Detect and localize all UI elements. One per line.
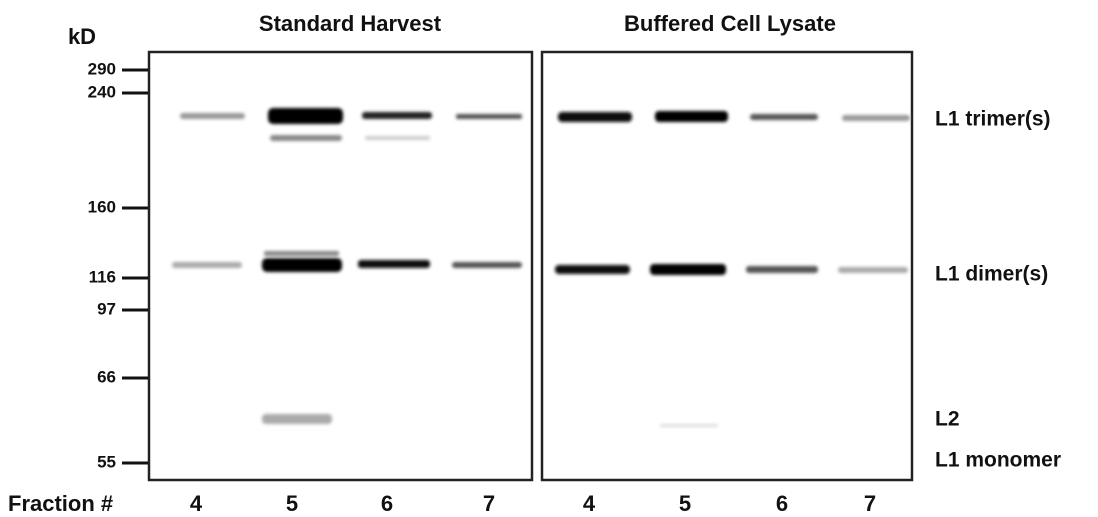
marker-label: 66 — [97, 367, 116, 386]
fraction-label: 4 — [190, 491, 203, 516]
fraction-label: 7 — [864, 491, 876, 516]
marker-label: 97 — [97, 299, 116, 318]
panel-title: Standard Harvest — [259, 11, 442, 36]
marker-ticks — [122, 68, 148, 465]
band-label: L1 dimer(s) — [935, 263, 1048, 286]
fraction-heading: Fraction # — [8, 491, 113, 516]
marker-label: 240 — [88, 82, 116, 101]
band-label: L1 monomer — [935, 449, 1061, 472]
band-label: L1 trimer(s) — [935, 108, 1051, 131]
bands — [172, 108, 910, 427]
marker-label: 160 — [88, 197, 116, 216]
band-label: L2 — [935, 408, 960, 431]
marker-label: 55 — [97, 452, 116, 471]
marker-label: 290 — [88, 59, 116, 78]
fraction-label: 7 — [483, 491, 495, 516]
panel-title: Buffered Cell Lysate — [624, 11, 836, 36]
fraction-label: 6 — [381, 491, 393, 516]
fraction-label: 4 — [583, 491, 596, 516]
fraction-label: 5 — [286, 491, 298, 516]
marker-label: 116 — [89, 267, 116, 286]
fraction-label: 5 — [679, 491, 691, 516]
fraction-label: 6 — [776, 491, 788, 516]
unit-label: kD — [68, 24, 96, 49]
